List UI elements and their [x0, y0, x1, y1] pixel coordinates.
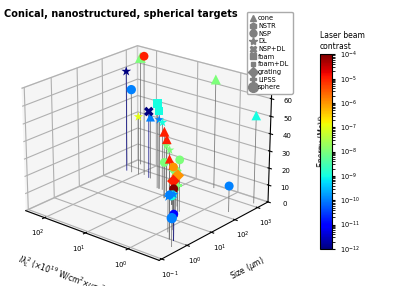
- Legend: cone, NSTR, NSP, DL, NSP+DL, foam, foam+DL, grating, LIPSS, sphere: cone, NSTR, NSP, DL, NSP+DL, foam, foam+…: [247, 12, 293, 94]
- Text: Laser beam
contrast: Laser beam contrast: [320, 31, 365, 51]
- X-axis label: $I\lambda_L^2$ ($\times10^{19}$ W/cm$^2$$\times$$\mu$m$^2$): $I\lambda_L^2$ ($\times10^{19}$ W/cm$^2$…: [16, 253, 110, 286]
- Y-axis label: Size ($\mu$m): Size ($\mu$m): [228, 254, 267, 283]
- Text: Conical, nanostructured, spherical targets: Conical, nanostructured, spherical targe…: [4, 9, 238, 19]
